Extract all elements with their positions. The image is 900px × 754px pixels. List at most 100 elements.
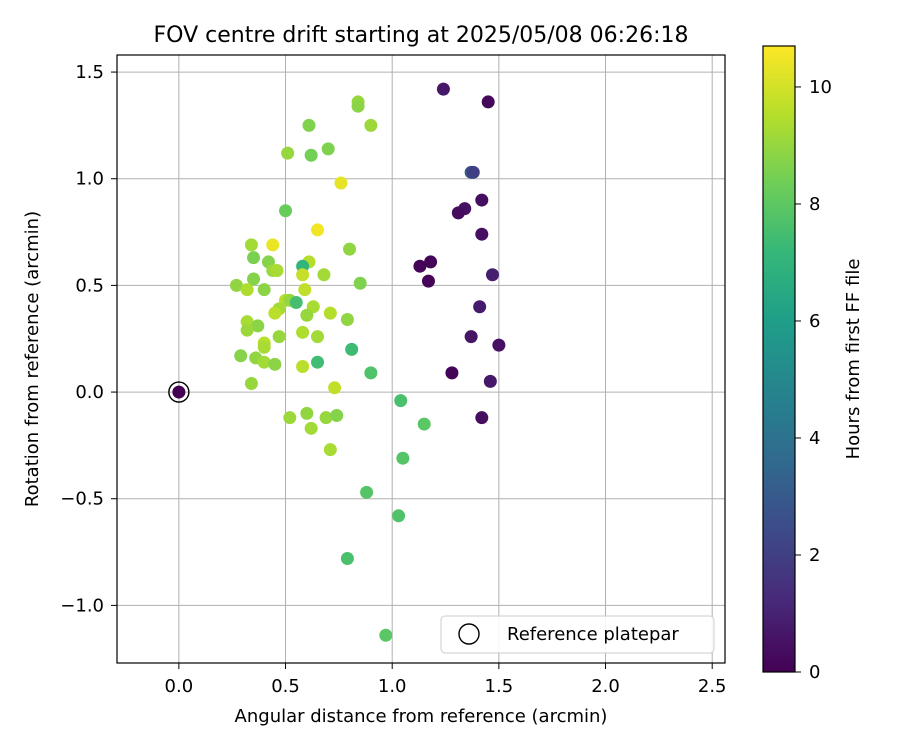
scatter-point <box>360 485 374 499</box>
scatter-point <box>296 359 310 373</box>
scatter-point <box>281 146 295 160</box>
scatter-point <box>244 238 258 252</box>
scatter-point <box>481 95 495 109</box>
x-tick-label: 0.5 <box>271 676 300 697</box>
x-axis-ticks: 0.0 0.5 1.0 1.5 2.0 2.5 <box>165 663 727 697</box>
scatter-point <box>319 411 333 425</box>
scatter-point <box>270 263 284 277</box>
scatter-point <box>413 259 427 273</box>
scatter-point <box>240 323 254 337</box>
scatter-point <box>475 227 489 241</box>
scatter-point <box>279 204 293 218</box>
scatter-point <box>436 82 450 96</box>
grid <box>117 55 725 663</box>
scatter-point <box>296 268 310 282</box>
x-tick-label: 1.5 <box>485 676 514 697</box>
scatter-point <box>244 377 258 391</box>
legend-label-reference: Reference platepar <box>507 624 679 645</box>
scatter-point <box>311 330 325 344</box>
y-tick-label: 0.0 <box>75 382 104 403</box>
scatter-point <box>298 283 312 297</box>
chart-title: FOV centre drift starting at 2025/05/08 … <box>154 23 689 48</box>
scatter-point <box>304 421 318 435</box>
scatter-point <box>492 338 506 352</box>
scatter-point <box>268 357 282 371</box>
scatter-point <box>321 142 335 156</box>
scatter-point <box>340 313 354 327</box>
scatter-point <box>296 325 310 339</box>
colorbar-label: Hours from first FF file <box>843 259 864 460</box>
scatter-point <box>417 417 431 431</box>
legend-marker-reference <box>458 623 480 645</box>
scatter-point <box>475 411 489 425</box>
scatter-point <box>466 165 480 179</box>
scatter-point <box>473 300 487 314</box>
y-axis-ticks: −1.0 −0.5 0.0 0.5 1.0 1.5 <box>60 62 117 616</box>
scatter-point <box>485 268 499 282</box>
colorbar-ticks: 0 2 4 6 8 10 <box>795 77 832 683</box>
scatter-points <box>229 82 506 642</box>
scatter-point <box>343 242 357 256</box>
y-tick-label: 1.0 <box>75 169 104 190</box>
scatter-point <box>257 283 271 297</box>
scatter-point <box>300 308 314 322</box>
x-axis-label: Angular distance from reference (arcmin) <box>235 706 608 727</box>
scatter-point <box>330 409 344 423</box>
scatter-point <box>300 406 314 420</box>
scatter-point <box>304 148 318 162</box>
scatter-point <box>340 551 354 565</box>
scatter-point <box>379 628 393 642</box>
scatter-point <box>351 99 365 113</box>
x-tick-label: 0.0 <box>165 676 194 697</box>
scatter-point <box>364 118 378 132</box>
scatter-point <box>353 276 367 290</box>
reference-point-fill <box>172 385 186 399</box>
scatter-point <box>257 355 271 369</box>
colorbar-tick-label: 6 <box>809 311 820 332</box>
plot-area-frame <box>116 54 726 664</box>
scatter-point <box>451 206 465 220</box>
colorbar-gradient <box>762 45 796 673</box>
y-tick-label: −0.5 <box>60 489 104 510</box>
colorbar: 0 2 4 6 8 10 Hours from first FF file <box>762 45 864 683</box>
colorbar-tick-label: 10 <box>809 77 832 98</box>
scatter-point <box>317 268 331 282</box>
scatter-point <box>323 443 337 457</box>
scatter-point <box>247 272 261 286</box>
scatter-point <box>328 381 342 395</box>
scatter-point <box>302 118 316 132</box>
colorbar-tick-label: 2 <box>809 545 820 566</box>
scatter-point <box>445 366 459 380</box>
reference-layer <box>168 381 190 403</box>
scatter-point <box>229 278 243 292</box>
scatter-point <box>394 394 408 408</box>
scatter-point <box>311 223 325 237</box>
x-tick-label: 2.0 <box>591 676 620 697</box>
reference-point-ring <box>168 381 190 403</box>
scatter-point <box>345 342 359 356</box>
scatter-point <box>283 411 297 425</box>
scatter-point <box>334 176 348 190</box>
colorbar-tick-label: 0 <box>809 662 820 683</box>
scatter-point <box>234 349 248 363</box>
scatter-point <box>289 295 303 309</box>
scatter-point <box>266 238 280 252</box>
legend-box <box>440 615 715 654</box>
scatter-point <box>268 306 282 320</box>
colorbar-tick-label: 8 <box>809 194 820 215</box>
colorbar-tick-label: 4 <box>809 428 820 449</box>
legend: Reference platepar <box>440 615 715 654</box>
y-tick-label: 1.5 <box>75 62 104 83</box>
scatter-point <box>257 340 271 354</box>
y-tick-label: −1.0 <box>60 595 104 616</box>
scatter-point <box>251 319 265 333</box>
y-tick-label: 0.5 <box>75 275 104 296</box>
scatter-point <box>392 509 406 523</box>
scatter-point <box>247 251 261 265</box>
x-tick-label: 1.0 <box>378 676 407 697</box>
scatter-point <box>424 255 438 269</box>
scatter-point <box>475 193 489 207</box>
scatter-point <box>323 306 337 320</box>
scatter-point <box>464 330 478 344</box>
